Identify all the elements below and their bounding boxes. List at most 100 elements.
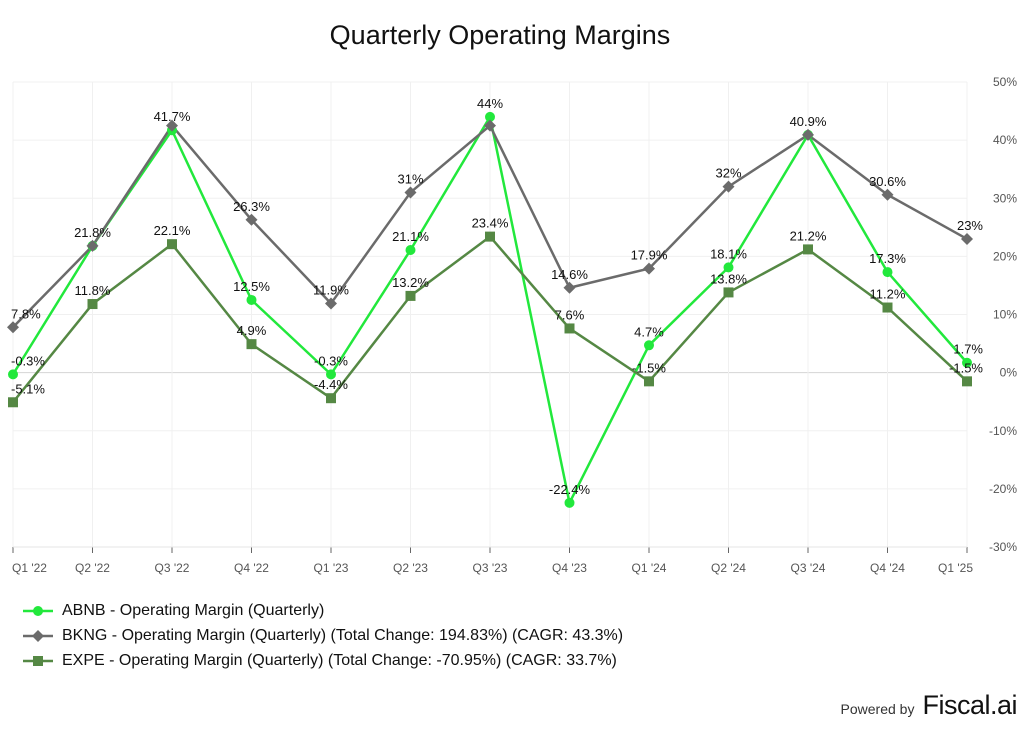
x-tick-label: Q3 '23: [473, 561, 508, 575]
legend: ABNB - Operating Margin (Quarterly) BKNG…: [22, 598, 623, 673]
data-point[interactable]: [644, 376, 654, 387]
axes: -30% -20% -10% 0% 10% 20% 30% 40% 50% Q1 '22 Q2 '2…: [12, 75, 1017, 575]
data-label: 26.3%: [233, 199, 270, 214]
data-label: 18.1%: [710, 246, 747, 261]
data-label: -0.3%: [11, 353, 45, 368]
data-point[interactable]: [802, 128, 814, 141]
x-tick-label: Q2 '23: [393, 561, 428, 575]
legend-item-expe[interactable]: EXPE - Operating Margin (Quarterly) (Tot…: [22, 648, 623, 673]
data-point[interactable]: [86, 239, 99, 252]
data-label: 11.8%: [75, 283, 111, 298]
data-label: 12.5%: [233, 279, 270, 294]
data-label: 7.8%: [11, 306, 41, 321]
legend-swatch-abnb-icon: [23, 605, 53, 616]
data-label: 41.7%: [154, 109, 191, 124]
data-label: -5.1%: [11, 381, 45, 396]
data-label: 40.9%: [790, 114, 827, 129]
x-tick-label: Q1 '23: [314, 561, 349, 575]
data-label: 13.8%: [710, 271, 747, 286]
legend-swatch-expe-icon: [23, 655, 53, 666]
data-label: -0.3%: [314, 353, 348, 368]
y-tick-label: 20%: [993, 249, 1017, 263]
y-tick-label: 0%: [1000, 366, 1018, 380]
legend-item-bkng[interactable]: BKNG - Operating Margin (Quarterly) (Tot…: [22, 623, 623, 648]
data-point[interactable]: [484, 119, 496, 132]
data-point[interactable]: [881, 188, 894, 201]
data-point[interactable]: [961, 232, 973, 245]
data-point[interactable]: [644, 340, 654, 351]
grid-lines: [12, 81, 968, 548]
data-label: -1.5%: [632, 360, 666, 375]
x-tick-label: Q4 '24: [870, 561, 905, 575]
data-label: 23.4%: [472, 216, 509, 231]
data-point[interactable]: [564, 323, 575, 334]
data-point[interactable]: [563, 281, 576, 294]
data-label: 17.9%: [631, 248, 668, 263]
x-tick-label: Q4 '23: [552, 561, 587, 575]
data-point[interactable]: [404, 186, 417, 199]
data-point[interactable]: [723, 287, 734, 298]
legend-item-abnb[interactable]: ABNB - Operating Margin (Quarterly): [22, 598, 623, 623]
data-label: 32%: [715, 166, 741, 181]
data-point[interactable]: [485, 231, 495, 242]
x-tick-label: Q4 '22: [234, 561, 269, 575]
data-point[interactable]: [8, 397, 18, 408]
data-label: 11.2%: [870, 287, 906, 302]
data-label: 31%: [397, 171, 423, 186]
data-point[interactable]: [485, 111, 495, 122]
x-tick-label: Q1 '22: [12, 561, 47, 575]
data-label: -4.4%: [314, 377, 348, 392]
data-point[interactable]: [166, 119, 178, 132]
data-label: -22.4%: [549, 482, 591, 497]
y-tick-label: -30%: [989, 540, 1017, 554]
data-point[interactable]: [723, 262, 734, 273]
data-point[interactable]: [803, 244, 813, 255]
data-label: 4.9%: [237, 323, 267, 338]
legend-swatch-bkng-icon: [23, 629, 53, 642]
data-labels: -0.3% 21.8% 41.7% 12.5% -0.3% 21.1% 44% -22.4% 4…: [11, 96, 983, 497]
data-point[interactable]: [326, 369, 336, 380]
x-tick-label: Q2 '24: [711, 561, 746, 575]
data-label: 17.3%: [869, 251, 906, 266]
data-point[interactable]: [326, 393, 336, 404]
data-point[interactable]: [7, 321, 19, 334]
data-label: 22.1%: [154, 223, 191, 238]
x-tick-label: Q3 '24: [791, 561, 826, 575]
legend-label-abnb: ABNB - Operating Margin (Quarterly): [62, 601, 325, 619]
data-point[interactable]: [643, 262, 655, 275]
powered-by-text: Powered by: [840, 701, 915, 717]
data-point[interactable]: [882, 267, 893, 278]
data-point[interactable]: [962, 376, 972, 387]
x-tick-label: Q1 '24: [632, 561, 667, 575]
data-label: 4.7%: [634, 324, 664, 339]
series-markers: [7, 111, 973, 508]
data-label: 21.2%: [790, 228, 827, 243]
data-label: 21.1%: [392, 229, 429, 244]
data-point[interactable]: [325, 297, 337, 310]
data-point[interactable]: [564, 497, 575, 508]
y-tick-label: -20%: [989, 482, 1017, 496]
data-label: 44%: [477, 96, 503, 111]
powered-by-badge[interactable]: Powered by Fiscal.ai: [840, 690, 1018, 721]
data-point[interactable]: [87, 299, 98, 310]
data-label: 21.8%: [74, 225, 111, 240]
data-point[interactable]: [246, 339, 257, 350]
data-point[interactable]: [8, 369, 18, 380]
data-point[interactable]: [246, 294, 257, 305]
data-point[interactable]: [405, 290, 416, 301]
data-point[interactable]: [167, 239, 177, 250]
data-label: 13.2%: [392, 275, 429, 290]
brand-logo: Fiscal.ai: [922, 690, 1017, 720]
data-point[interactable]: [722, 180, 735, 193]
y-tick-label: 40%: [993, 133, 1017, 147]
data-label: 7.6%: [555, 307, 585, 322]
y-tick-label: 30%: [993, 191, 1017, 205]
data-label: 23%: [957, 218, 983, 233]
data-point[interactable]: [245, 213, 258, 226]
data-point[interactable]: [882, 302, 893, 313]
legend-label-expe: EXPE - Operating Margin (Quarterly) (Tot…: [62, 651, 617, 669]
data-point[interactable]: [962, 357, 972, 368]
x-tick-label: Q2 '22: [75, 561, 110, 575]
data-point[interactable]: [405, 244, 416, 255]
